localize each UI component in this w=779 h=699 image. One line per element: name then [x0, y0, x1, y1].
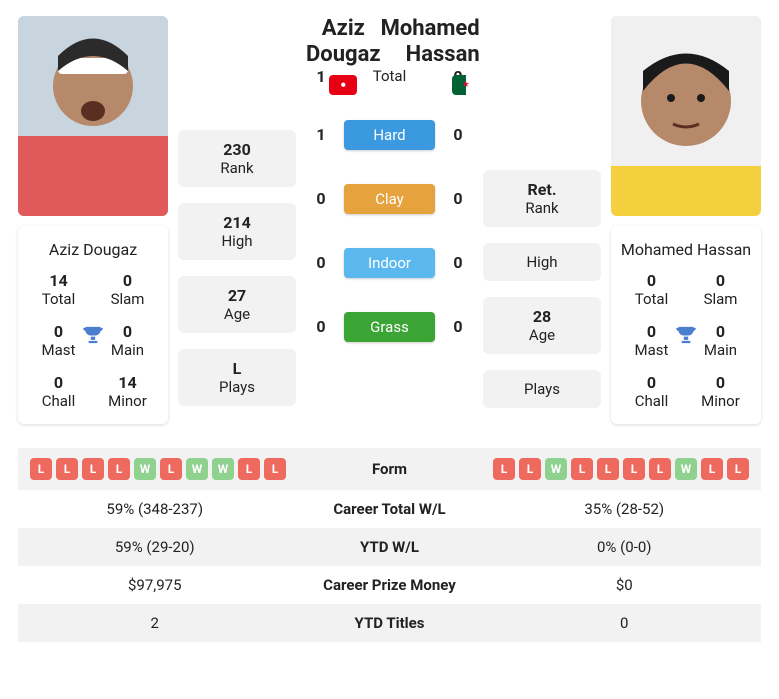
p2-ytd-wl: 0% (0-0)	[500, 538, 750, 556]
form-result-box[interactable]: L	[571, 458, 593, 480]
form-result-box[interactable]: W	[186, 458, 208, 480]
form-result-box[interactable]: L	[264, 458, 286, 480]
player1-titles-grid: 14Total 0Slam 0Mast 0Main 0Chall 14Minor	[24, 271, 162, 410]
player2-photo[interactable]	[611, 16, 761, 216]
player1-form-strip: LLLLWLWWLL	[30, 458, 286, 480]
player1-name: Aziz Dougaz	[306, 16, 381, 69]
form-result-box[interactable]: L	[56, 458, 78, 480]
h2h-indoor-row: 0 Indoor 0	[306, 248, 473, 278]
p2-total: 0Total	[617, 271, 686, 308]
p2-prize: $0	[500, 576, 750, 594]
player2-name: Mohamed Hassan	[381, 16, 480, 69]
p1-high: 214High	[178, 203, 296, 260]
player2-column: Mohamed Hassan 0Total 0Slam 0Mast 0Main …	[611, 16, 761, 424]
p2-ytd-titles: 0	[500, 614, 750, 632]
comparison-table: LLLLWLWWLL Form LLWLLLLWLL 59% (348-237)…	[18, 448, 761, 642]
form-result-box[interactable]: L	[649, 458, 671, 480]
p1-plays: LPlays	[178, 349, 296, 406]
row-career-wl: 59% (348-237) Career Total W/L 35% (28-5…	[18, 490, 761, 528]
comparison-top: Aziz Dougaz 14Total 0Slam 0Mast 0Main 0C…	[18, 16, 761, 424]
label-ytd-wl: YTD W/L	[280, 538, 500, 556]
p2-age: 28Age	[483, 297, 601, 354]
form-result-box[interactable]: L	[82, 458, 104, 480]
tunisia-flag-icon	[329, 75, 357, 95]
algeria-flag-icon	[452, 75, 480, 95]
p1-ytd-wl: 59% (29-20)	[30, 538, 280, 556]
p1-minor: 14Minor	[93, 373, 162, 410]
h2h-total-label: Total	[344, 67, 435, 85]
form-result-box[interactable]: L	[727, 458, 749, 480]
row-ytd-wl: 59% (29-20) YTD W/L 0% (0-0)	[18, 528, 761, 566]
p2-minor: 0Minor	[686, 373, 755, 410]
form-result-box[interactable]: W	[212, 458, 234, 480]
player2-stats: Ret.Rank High 28Age Plays	[483, 170, 601, 408]
player1-caption: Aziz Dougaz	[24, 240, 162, 259]
p1-chall: 0Chall	[24, 373, 93, 410]
trophy-icon	[80, 323, 106, 353]
player2-photo-placeholder	[611, 16, 761, 216]
form-result-box[interactable]: L	[701, 458, 723, 480]
player1-photo[interactable]	[18, 16, 168, 216]
h2h-hard-row: 1 Hard 0	[306, 120, 473, 150]
clay-surface-pill[interactable]: Clay	[344, 184, 435, 214]
label-form: Form	[286, 460, 493, 478]
p1-prize: $97,975	[30, 576, 280, 594]
player1-column: Aziz Dougaz 14Total 0Slam 0Mast 0Main 0C…	[18, 16, 168, 424]
p1-ytd-titles: 2	[30, 614, 280, 632]
label-career-wl: Career Total W/L	[280, 500, 500, 518]
form-result-box[interactable]: L	[597, 458, 619, 480]
player2-titles-grid: 0Total 0Slam 0Mast 0Main 0Chall 0Minor	[617, 271, 755, 410]
form-result-box[interactable]: W	[134, 458, 156, 480]
p2-rank: Ret.Rank	[483, 170, 601, 227]
h2h-clay-p2: 0	[443, 189, 473, 208]
grass-surface-pill[interactable]: Grass	[344, 312, 435, 342]
p2-plays: Plays	[483, 370, 601, 408]
p1-total: 14Total	[24, 271, 93, 308]
row-ytd-titles: 2 YTD Titles 0	[18, 604, 761, 642]
form-result-box[interactable]: W	[675, 458, 697, 480]
p1-career-wl: 59% (348-237)	[30, 500, 280, 518]
form-result-box[interactable]: L	[519, 458, 541, 480]
h2h-indoor-p1: 0	[306, 253, 336, 272]
form-result-box[interactable]: L	[108, 458, 130, 480]
indoor-surface-pill[interactable]: Indoor	[344, 248, 435, 278]
player2-form-strip: LLWLLLLWLL	[493, 458, 749, 480]
h2h-clay-p1: 0	[306, 189, 336, 208]
row-prize: $97,975 Career Prize Money $0	[18, 566, 761, 604]
h2h-grass-p1: 0	[306, 317, 336, 336]
row-form: LLLLWLWWLL Form LLWLLLLWLL	[18, 448, 761, 490]
h2h-hard-p1: 1	[306, 125, 336, 144]
player2-info-card: Mohamed Hassan 0Total 0Slam 0Mast 0Main …	[611, 226, 761, 424]
label-prize: Career Prize Money	[280, 576, 500, 594]
p2-career-wl: 35% (28-52)	[500, 500, 750, 518]
player2-caption: Mohamed Hassan	[617, 240, 755, 259]
h2h-hard-p2: 0	[443, 125, 473, 144]
hard-surface-pill[interactable]: Hard	[344, 120, 435, 150]
form-result-box[interactable]: L	[493, 458, 515, 480]
label-ytd-titles: YTD Titles	[280, 614, 500, 632]
player1-stats: 230Rank 214High 27Age LPlays	[178, 130, 296, 406]
h2h-grass-p2: 0	[443, 317, 473, 336]
form-result-box[interactable]: L	[623, 458, 645, 480]
p1-age: 27Age	[178, 276, 296, 333]
player1-photo-placeholder	[18, 16, 168, 216]
h2h-column: Aziz Dougaz Mohamed Hassan 1 Total 0 1 H…	[306, 16, 473, 342]
p2-slam: 0Slam	[686, 271, 755, 308]
h2h-clay-row: 0 Clay 0	[306, 184, 473, 214]
form-result-box[interactable]: W	[545, 458, 567, 480]
h2h-grass-row: 0 Grass 0	[306, 312, 473, 342]
p2-high: High	[483, 243, 601, 281]
form-result-box[interactable]: L	[238, 458, 260, 480]
p1-slam: 0Slam	[93, 271, 162, 308]
trophy-icon	[673, 323, 699, 353]
form-result-box[interactable]: L	[160, 458, 182, 480]
p2-chall: 0Chall	[617, 373, 686, 410]
h2h-indoor-p2: 0	[443, 253, 473, 272]
p1-rank: 230Rank	[178, 130, 296, 187]
player1-info-card: Aziz Dougaz 14Total 0Slam 0Mast 0Main 0C…	[18, 226, 168, 424]
form-result-box[interactable]: L	[30, 458, 52, 480]
